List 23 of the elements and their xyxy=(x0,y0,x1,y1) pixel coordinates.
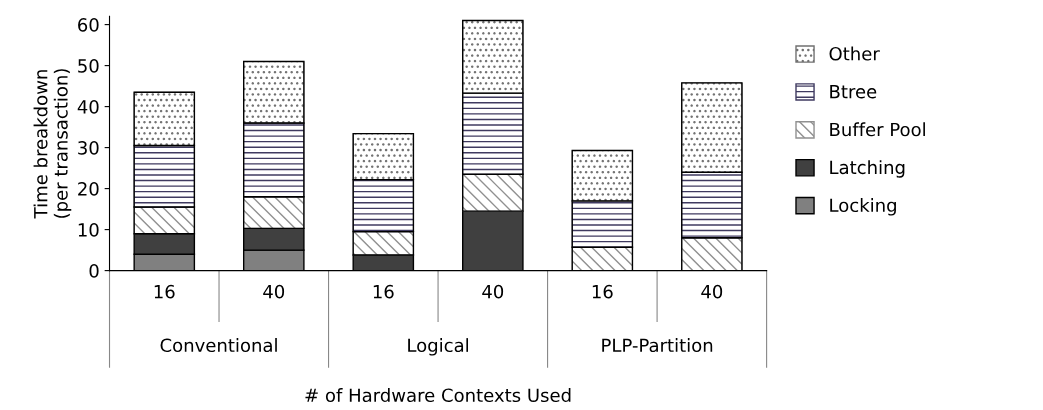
legend-label: Other xyxy=(829,46,880,61)
text: PLP-Partition xyxy=(602,338,713,353)
y-axis-title: Time breakdown (per transaction) xyxy=(33,69,72,219)
x-tick-label: 40 xyxy=(263,284,285,299)
legend-label: Btree xyxy=(830,85,877,99)
x-tick-label: 16 xyxy=(373,284,394,299)
legend-label: Buffer Pool xyxy=(830,122,925,137)
x-tick-label: 40 xyxy=(701,284,723,299)
x-tick-label: 16 xyxy=(592,284,613,299)
x-axis-title: # of Hardware Contexts Used xyxy=(305,388,571,403)
y-tick-label: 40 xyxy=(77,100,99,114)
x-tick-label: 40 xyxy=(482,284,504,299)
y-tick-label: 50 xyxy=(78,59,99,73)
text: Logical xyxy=(408,338,468,356)
y-tick-label: 0 xyxy=(89,264,99,278)
legend-label: Locking xyxy=(830,198,896,216)
text: Conventional xyxy=(160,338,277,353)
y-tick-label: 10 xyxy=(78,223,99,237)
x-tick-label: 16 xyxy=(154,284,175,299)
legend-label: Latching xyxy=(830,160,905,178)
y-tick-label: 60 xyxy=(78,18,99,32)
y-tick-label: 20 xyxy=(78,182,99,196)
y-tick-label: 30 xyxy=(78,141,99,155)
